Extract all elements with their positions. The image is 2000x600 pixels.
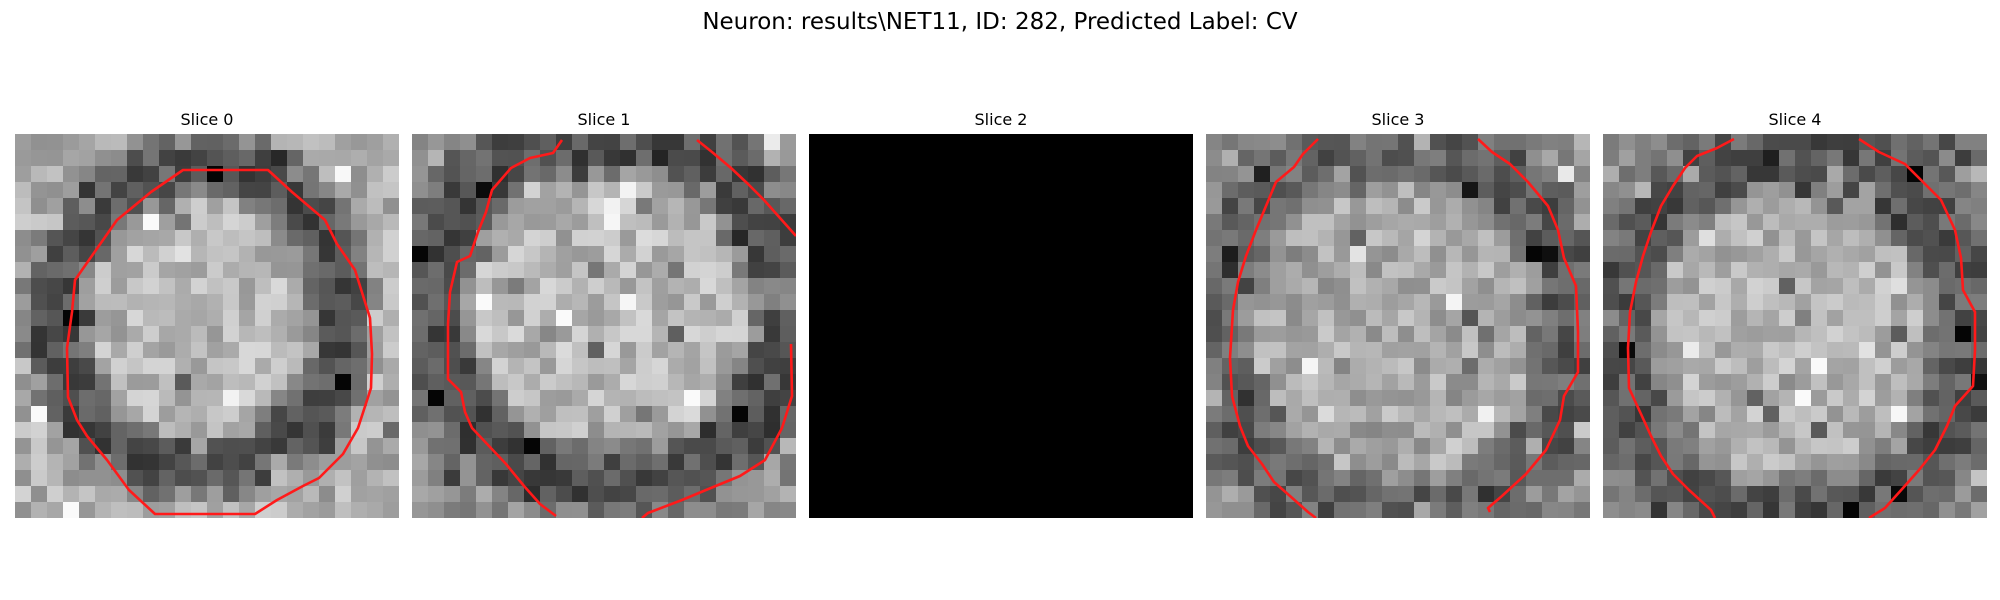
segmentation-contour bbox=[446, 139, 564, 518]
segmentation-contour bbox=[696, 138, 796, 237]
slice-title: Slice 0 bbox=[180, 110, 234, 129]
segmentation-contour bbox=[1858, 137, 1977, 518]
slice-title: Slice 4 bbox=[1768, 110, 1822, 129]
slice-title: Slice 1 bbox=[577, 110, 631, 129]
segmentation-contour bbox=[1626, 137, 1735, 518]
slice-pixels bbox=[15, 134, 399, 518]
segmentation-contour bbox=[1477, 138, 1580, 513]
slice-pixels bbox=[412, 134, 796, 518]
slice-panel-4: Slice 4 bbox=[1603, 108, 1987, 518]
slice-pixels bbox=[1206, 134, 1590, 518]
empty-slice-fill bbox=[809, 134, 1193, 518]
segmentation-contour bbox=[641, 343, 794, 518]
slice-image bbox=[412, 134, 796, 518]
slice-image bbox=[15, 134, 399, 518]
slice-image bbox=[1206, 134, 1590, 518]
figure-title: Neuron: results\NET11, ID: 282, Predicte… bbox=[702, 9, 1298, 35]
slice-panel-3: Slice 3 bbox=[1206, 108, 1590, 518]
slice-title: Slice 3 bbox=[1371, 110, 1425, 129]
slice-panel-0: Slice 0 bbox=[15, 108, 399, 518]
slice-panel-1: Slice 1 bbox=[412, 108, 796, 518]
slice-pixels bbox=[1603, 134, 1987, 518]
segmentation-contour bbox=[1228, 138, 1319, 518]
slice-image bbox=[1603, 134, 1987, 518]
slice-panel-2: Slice 2 bbox=[809, 108, 1193, 518]
segmentation-contour bbox=[65, 168, 374, 516]
slice-image bbox=[809, 134, 1193, 518]
slice-title: Slice 2 bbox=[974, 110, 1028, 129]
